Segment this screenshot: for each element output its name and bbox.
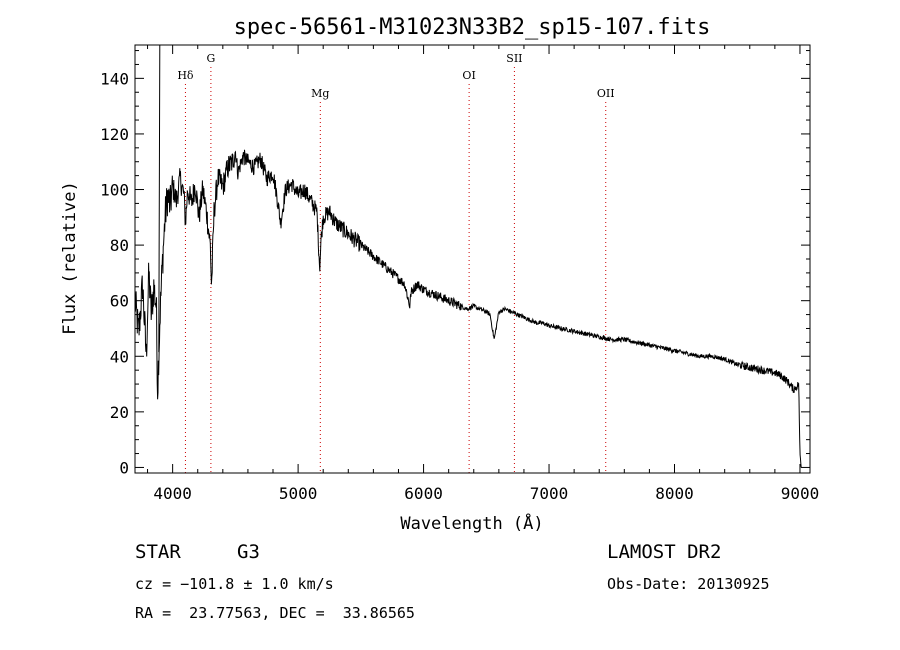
y-tick-label: 0 [119,458,129,477]
marker-label-4: SII [506,52,522,65]
y-axis-label: Flux (relative) [60,181,80,335]
spectrum-line [134,44,802,468]
plot-frame [134,44,811,474]
sky-coordinates: RA = 23.77563, DEC = 33.86565 [135,604,415,622]
x-tick-label: 7000 [530,484,569,503]
survey-name: LAMOST DR2 [607,541,722,563]
spectral-subclass: G3 [237,541,260,563]
x-axis-label: Wavelength (Å) [400,512,543,534]
marker-label-2: Mg [311,87,329,100]
y-tick-label: 60 [110,292,129,311]
axis-ticks: 4000 5000 6000 7000 8000 9000 0 20 40 60 80 100 120 1… [100,45,819,503]
y-tick-label: 140 [100,69,129,88]
observation-date: Obs-Date: 20130925 [607,575,770,593]
x-tick-label: 8000 [655,484,694,503]
redshift-velocity: cz = −101.8 ± 1.0 km/s [135,575,334,593]
y-tick-label: 120 [100,125,129,144]
y-tick-label: 40 [110,347,129,366]
y-tick-label: 100 [100,181,129,200]
marker-label-3: OI [462,69,475,82]
spectral-line-markers: Hδ G Mg OI SII OII [177,52,615,473]
y-tick-label: 20 [110,403,129,422]
x-tick-label: 4000 [153,484,192,503]
marker-label-1: G [207,52,216,65]
x-tick-label: 9000 [781,484,820,503]
chart-title: spec-56561-M31023N33B2_sp15-107.fits [234,15,711,40]
y-tick-label: 80 [110,236,129,255]
marker-label-0: Hδ [177,69,194,82]
x-tick-label: 6000 [404,484,443,503]
object-type: STAR [135,541,181,563]
marker-label-5: OII [597,87,615,100]
x-tick-label: 5000 [279,484,318,503]
